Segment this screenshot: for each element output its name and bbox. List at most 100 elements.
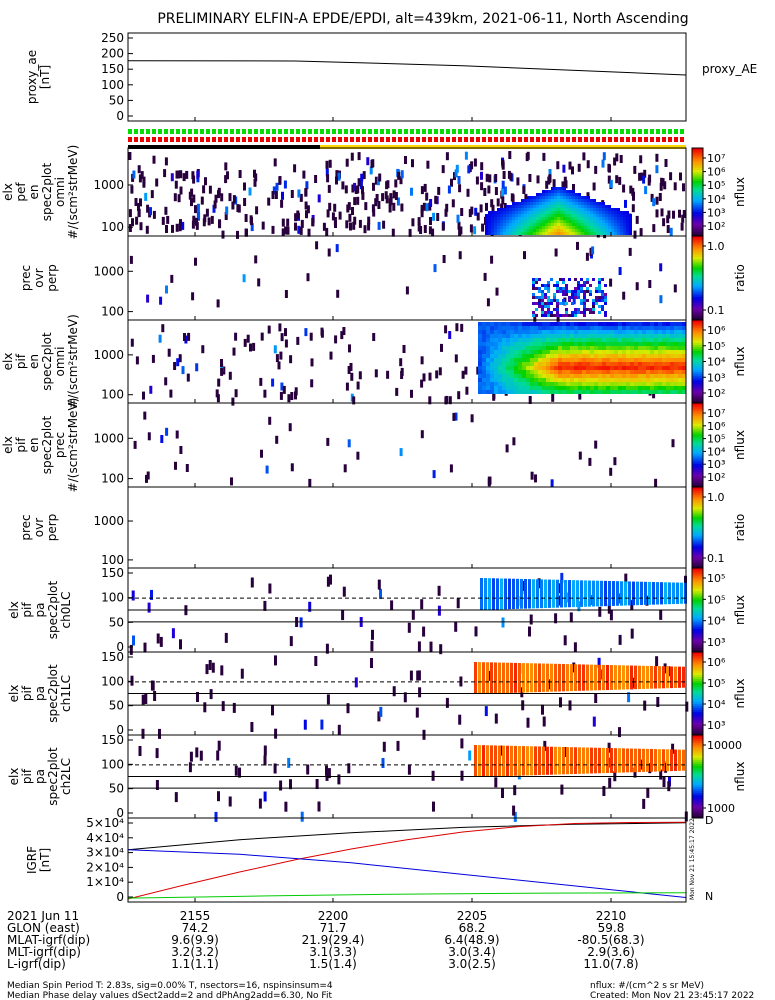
colorbar-label: nflux bbox=[733, 347, 747, 377]
flux-pixel bbox=[534, 386, 538, 390]
flux-pixel bbox=[505, 444, 509, 453]
flux-pixel bbox=[583, 311, 586, 314]
flux-pixel bbox=[434, 195, 438, 204]
flux-pixel bbox=[565, 293, 568, 296]
x-row-value: 3.0(2.5) bbox=[448, 957, 496, 971]
flux-pixel bbox=[469, 224, 473, 233]
flux-pixel bbox=[538, 386, 542, 390]
flux-pixel bbox=[582, 386, 586, 390]
colorbar-tick-label: 10³ bbox=[707, 458, 725, 471]
flux-pixel bbox=[562, 314, 565, 317]
flux-pixel bbox=[598, 354, 602, 358]
flux-pixel bbox=[646, 362, 650, 366]
flux-pixel bbox=[630, 326, 634, 330]
flux-pixel bbox=[600, 580, 603, 607]
flux-pixel bbox=[570, 334, 574, 338]
flux-pixel bbox=[662, 330, 666, 334]
flux-pixel bbox=[542, 322, 546, 326]
flux-pixel bbox=[590, 229, 593, 232]
flux-pixel bbox=[290, 190, 294, 198]
flux-pixel bbox=[606, 374, 610, 378]
flux-pixel bbox=[231, 397, 235, 406]
flag-mark bbox=[164, 129, 168, 134]
flux-pixel bbox=[353, 216, 357, 225]
flux-pixel bbox=[682, 210, 686, 218]
flux-pixel bbox=[620, 220, 623, 223]
colorbar-cell bbox=[692, 537, 703, 541]
flux-pixel bbox=[521, 217, 524, 220]
flux-pixel bbox=[557, 193, 560, 196]
flux-pixel bbox=[638, 350, 642, 354]
flux-pixel bbox=[483, 188, 487, 196]
flux-pixel bbox=[622, 184, 626, 193]
flux-pixel bbox=[333, 203, 337, 212]
flux-pixel bbox=[215, 389, 219, 398]
flux-pixel bbox=[503, 186, 507, 195]
flux-pixel bbox=[506, 350, 510, 354]
flux-pixel bbox=[572, 193, 575, 196]
flux-pixel bbox=[530, 370, 534, 374]
flux-pixel bbox=[356, 381, 360, 390]
flux-pixel bbox=[626, 374, 630, 378]
flux-pixel bbox=[558, 386, 562, 390]
flux-pixel bbox=[491, 226, 494, 229]
flux-pixel bbox=[658, 370, 662, 374]
y-label-line: pif bbox=[20, 602, 34, 618]
flux-pixel bbox=[599, 202, 602, 205]
series-line-red bbox=[127, 821, 687, 900]
colorbar-cell bbox=[692, 610, 703, 613]
flux-pixel bbox=[629, 226, 632, 229]
flux-pixel bbox=[530, 354, 534, 358]
flux-pixel bbox=[604, 311, 607, 314]
y-axis-label: IGRF [nT] bbox=[25, 846, 52, 874]
colorbar-cell bbox=[692, 322, 703, 325]
flux-pixel bbox=[527, 226, 530, 229]
flux-pixel bbox=[577, 293, 580, 296]
flux-pixel bbox=[548, 214, 551, 217]
flux-pixel bbox=[314, 656, 318, 666]
flag-mark bbox=[638, 129, 642, 134]
flux-pixel bbox=[658, 362, 662, 366]
flux-pixel bbox=[234, 332, 238, 341]
flux-pixel bbox=[674, 334, 678, 338]
flux-pixel bbox=[638, 342, 642, 346]
flag-mark bbox=[278, 129, 282, 134]
flux-pixel bbox=[506, 211, 509, 214]
flux-pixel bbox=[545, 220, 548, 223]
flux-pixel bbox=[548, 232, 551, 235]
flux-pixel bbox=[534, 342, 538, 346]
colorbar-cell bbox=[692, 652, 703, 655]
flux-pixel bbox=[279, 391, 283, 400]
colorbar-cell bbox=[692, 570, 703, 573]
flux-pixel bbox=[283, 180, 287, 189]
flag-mark bbox=[518, 137, 522, 142]
flux-pixel bbox=[599, 217, 602, 220]
colorbar-cell bbox=[692, 403, 703, 406]
flux-pixel bbox=[562, 278, 565, 281]
flux-pixel bbox=[494, 226, 497, 229]
flux-pixel bbox=[534, 374, 538, 378]
flux-pixel bbox=[563, 187, 566, 190]
flux-pixel bbox=[660, 582, 663, 605]
colorbar-cell bbox=[692, 497, 703, 500]
flag-mark bbox=[188, 129, 192, 134]
flux-pixel bbox=[273, 158, 277, 167]
flux-pixel bbox=[642, 350, 646, 354]
flux-pixel bbox=[596, 226, 599, 229]
flux-pixel bbox=[590, 217, 593, 220]
flux-pixel bbox=[560, 579, 563, 608]
flux-pixel bbox=[541, 296, 544, 299]
flag-mark bbox=[668, 137, 672, 142]
flux-pixel bbox=[553, 293, 556, 296]
flux-pixel bbox=[642, 798, 646, 809]
flux-pixel bbox=[522, 386, 526, 390]
flux-pixel bbox=[498, 346, 502, 350]
flux-pixel bbox=[494, 662, 497, 694]
flux-pixel bbox=[634, 358, 638, 362]
flux-pixel bbox=[562, 290, 565, 293]
flux-pixel bbox=[678, 382, 682, 386]
flux-pixel bbox=[590, 374, 594, 378]
colorbar-cell bbox=[692, 618, 703, 621]
